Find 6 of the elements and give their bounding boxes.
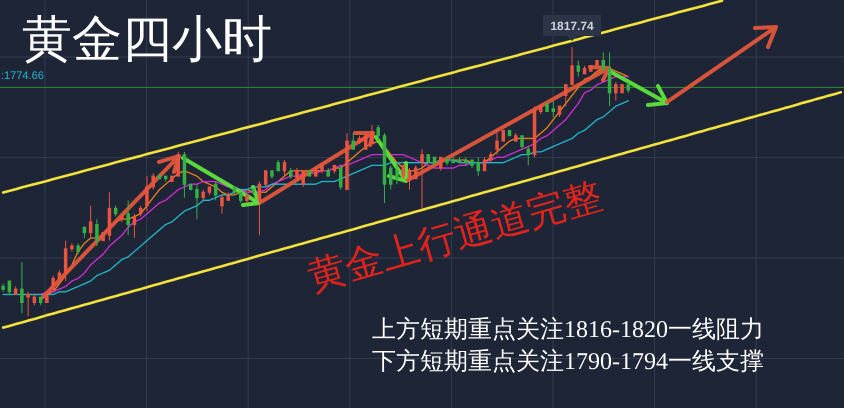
chart-title: 黄金四小时 xyxy=(22,11,272,67)
annotation: 黄金上行通道完整 xyxy=(303,174,608,300)
text: 下方短期重点关注1790-1794一线支撑 xyxy=(372,348,764,375)
annotation: 1817.74 xyxy=(550,19,594,33)
text: 上方短期重点关注1816-1820一线阻力 xyxy=(372,316,764,343)
annotation: :1774.66 xyxy=(1,70,44,82)
